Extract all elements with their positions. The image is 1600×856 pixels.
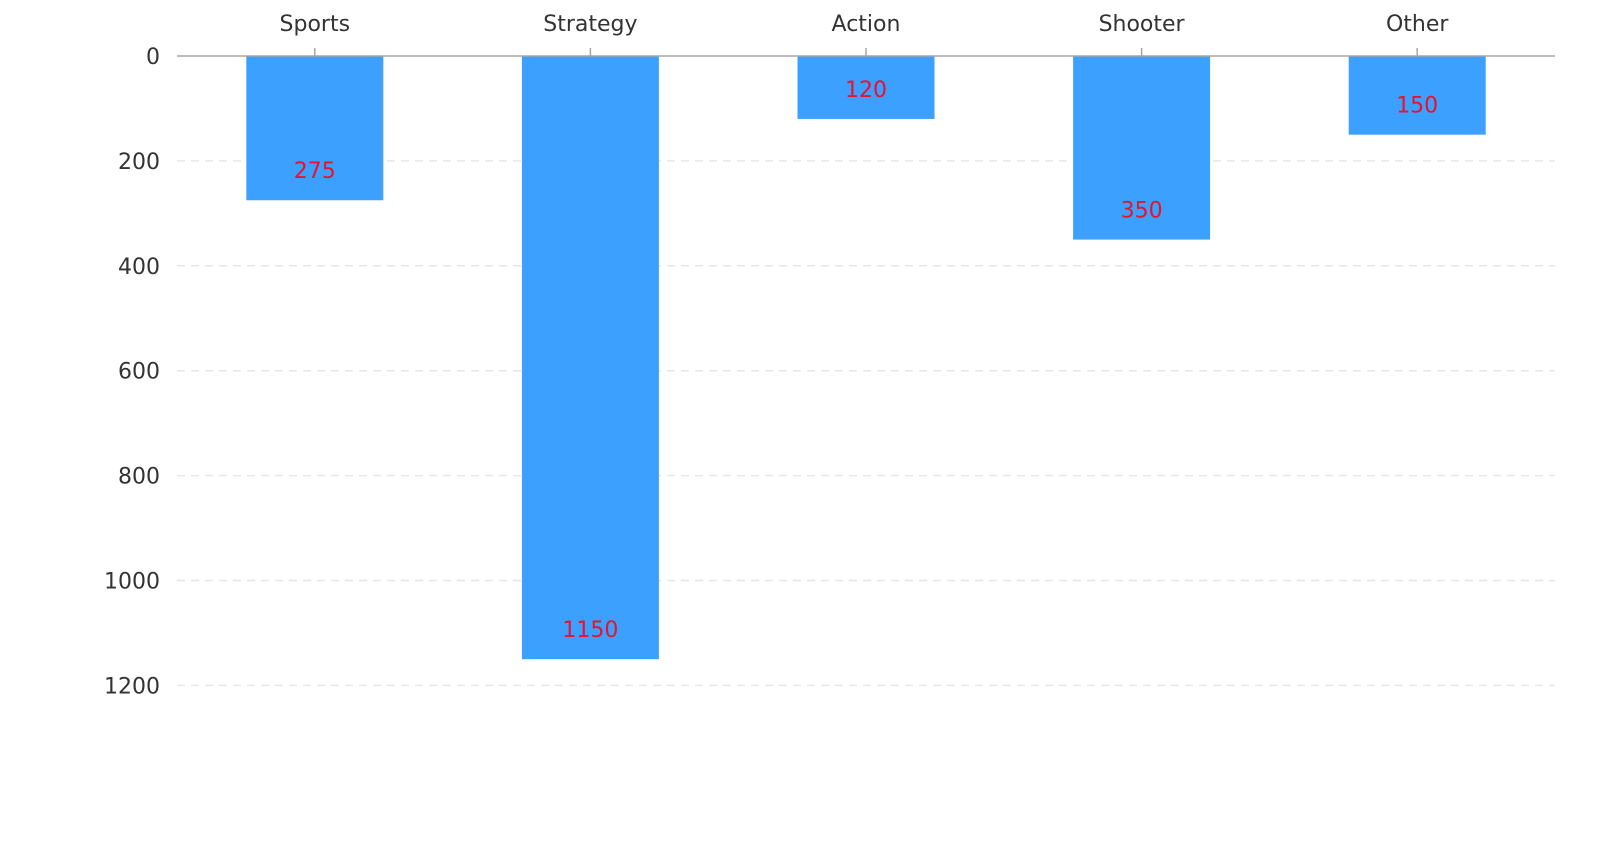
data-label: 120 bbox=[845, 78, 887, 103]
grid-lines bbox=[177, 160, 1555, 687]
bar bbox=[1073, 56, 1211, 240]
data-label: 1150 bbox=[562, 618, 618, 643]
x-tick-label: Strategy bbox=[543, 12, 637, 37]
x-axis: Sports Strategy Action Shooter Other bbox=[177, 12, 1555, 57]
bars bbox=[246, 56, 1486, 660]
bar bbox=[521, 56, 659, 660]
y-tick-label: 1200 bbox=[104, 674, 160, 699]
y-axis: 0 200 400 600 800 1000 1200 bbox=[104, 45, 160, 699]
x-tick-label: Other bbox=[1386, 12, 1449, 37]
y-tick-label: 600 bbox=[118, 360, 160, 385]
x-tick-label: Sports bbox=[280, 12, 351, 37]
y-tick-label: 800 bbox=[118, 465, 160, 490]
bar bbox=[797, 56, 935, 119]
bar bbox=[246, 56, 384, 201]
data-label: 275 bbox=[294, 159, 336, 184]
bar bbox=[1348, 56, 1486, 135]
x-tick-label: Shooter bbox=[1099, 12, 1186, 37]
y-tick-label: 200 bbox=[118, 150, 160, 175]
data-labels: 275 1150 120 350 150 bbox=[294, 78, 1438, 643]
y-tick-label: 0 bbox=[146, 45, 160, 70]
data-label: 150 bbox=[1396, 94, 1438, 119]
y-tick-label: 400 bbox=[118, 255, 160, 280]
y-tick-label: 1000 bbox=[104, 570, 160, 595]
data-label: 350 bbox=[1121, 199, 1163, 224]
x-tick-label: Action bbox=[832, 12, 901, 37]
